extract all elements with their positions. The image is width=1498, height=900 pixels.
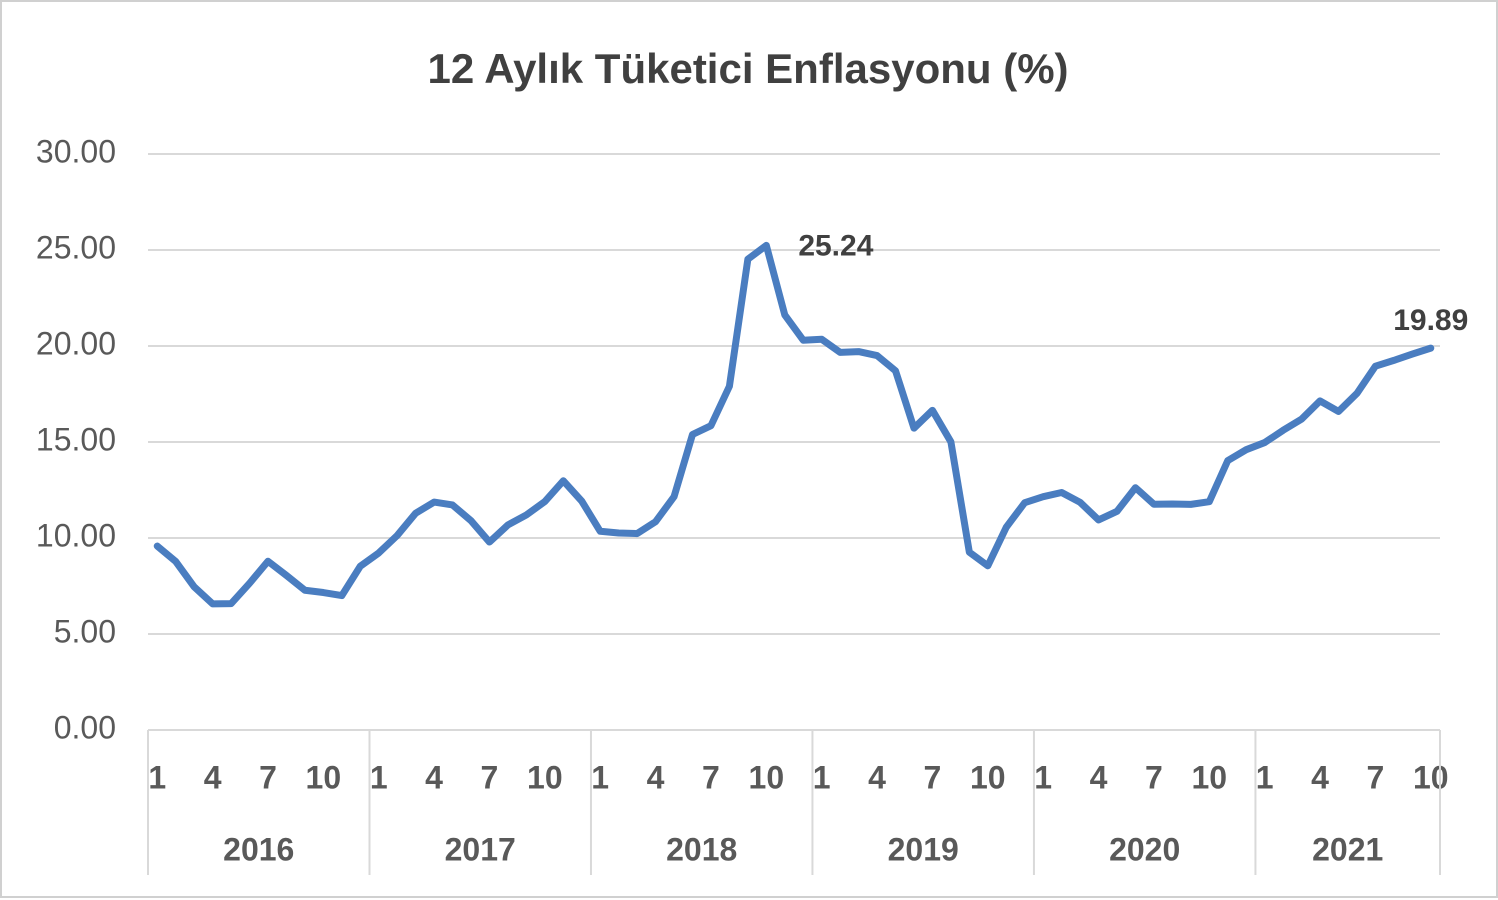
group-label: 2020	[1109, 831, 1180, 867]
group-label: 2016	[223, 831, 294, 867]
x-tick-label: 10	[970, 759, 1006, 795]
x-tick-label: 4	[868, 759, 886, 795]
x-tick-label: 10	[1191, 759, 1227, 795]
x-tick-label: 7	[1145, 759, 1163, 795]
x-tick-label: 4	[425, 759, 443, 795]
y-tick-label: 0.00	[54, 709, 116, 745]
x-tick-label: 1	[148, 759, 166, 795]
data-line	[153, 241, 1435, 608]
x-tick-label: 4	[1311, 759, 1329, 795]
x-tick-label: 1	[1256, 759, 1274, 795]
group-label: 2017	[445, 831, 516, 867]
group-label: 2019	[888, 831, 959, 867]
group-label: 2018	[666, 831, 737, 867]
chart-title: 12 Aylık Tüketici Enflasyonu (%)	[427, 45, 1068, 92]
y-tick-label: 10.00	[36, 517, 116, 553]
x-tick-label: 1	[1034, 759, 1052, 795]
x-tick-label: 7	[924, 759, 942, 795]
x-tick-label: 7	[259, 759, 277, 795]
x-tick-label: 4	[647, 759, 665, 795]
x-tick-label: 1	[370, 759, 388, 795]
x-tick-label: 10	[527, 759, 563, 795]
data-label: 19.89	[1393, 304, 1468, 337]
x-tick-label: 1	[813, 759, 831, 795]
x-tick-label: 7	[702, 759, 720, 795]
y-tick-label: 15.00	[36, 421, 116, 457]
y-tick-label: 5.00	[54, 613, 116, 649]
y-tick-label: 30.00	[36, 133, 116, 169]
x-tick-label: 10	[306, 759, 342, 795]
x-tick-label: 10	[1413, 759, 1449, 795]
x-tick-label: 10	[749, 759, 785, 795]
data-label: 25.24	[798, 229, 873, 262]
y-tick-label: 20.00	[36, 325, 116, 361]
x-tick-label: 7	[1367, 759, 1385, 795]
x-tick-label: 4	[1090, 759, 1108, 795]
group-label: 2021	[1312, 831, 1383, 867]
x-tick-label: 1	[591, 759, 609, 795]
x-tick-label: 7	[481, 759, 499, 795]
x-tick-label: 4	[204, 759, 222, 795]
y-tick-label: 25.00	[36, 229, 116, 265]
